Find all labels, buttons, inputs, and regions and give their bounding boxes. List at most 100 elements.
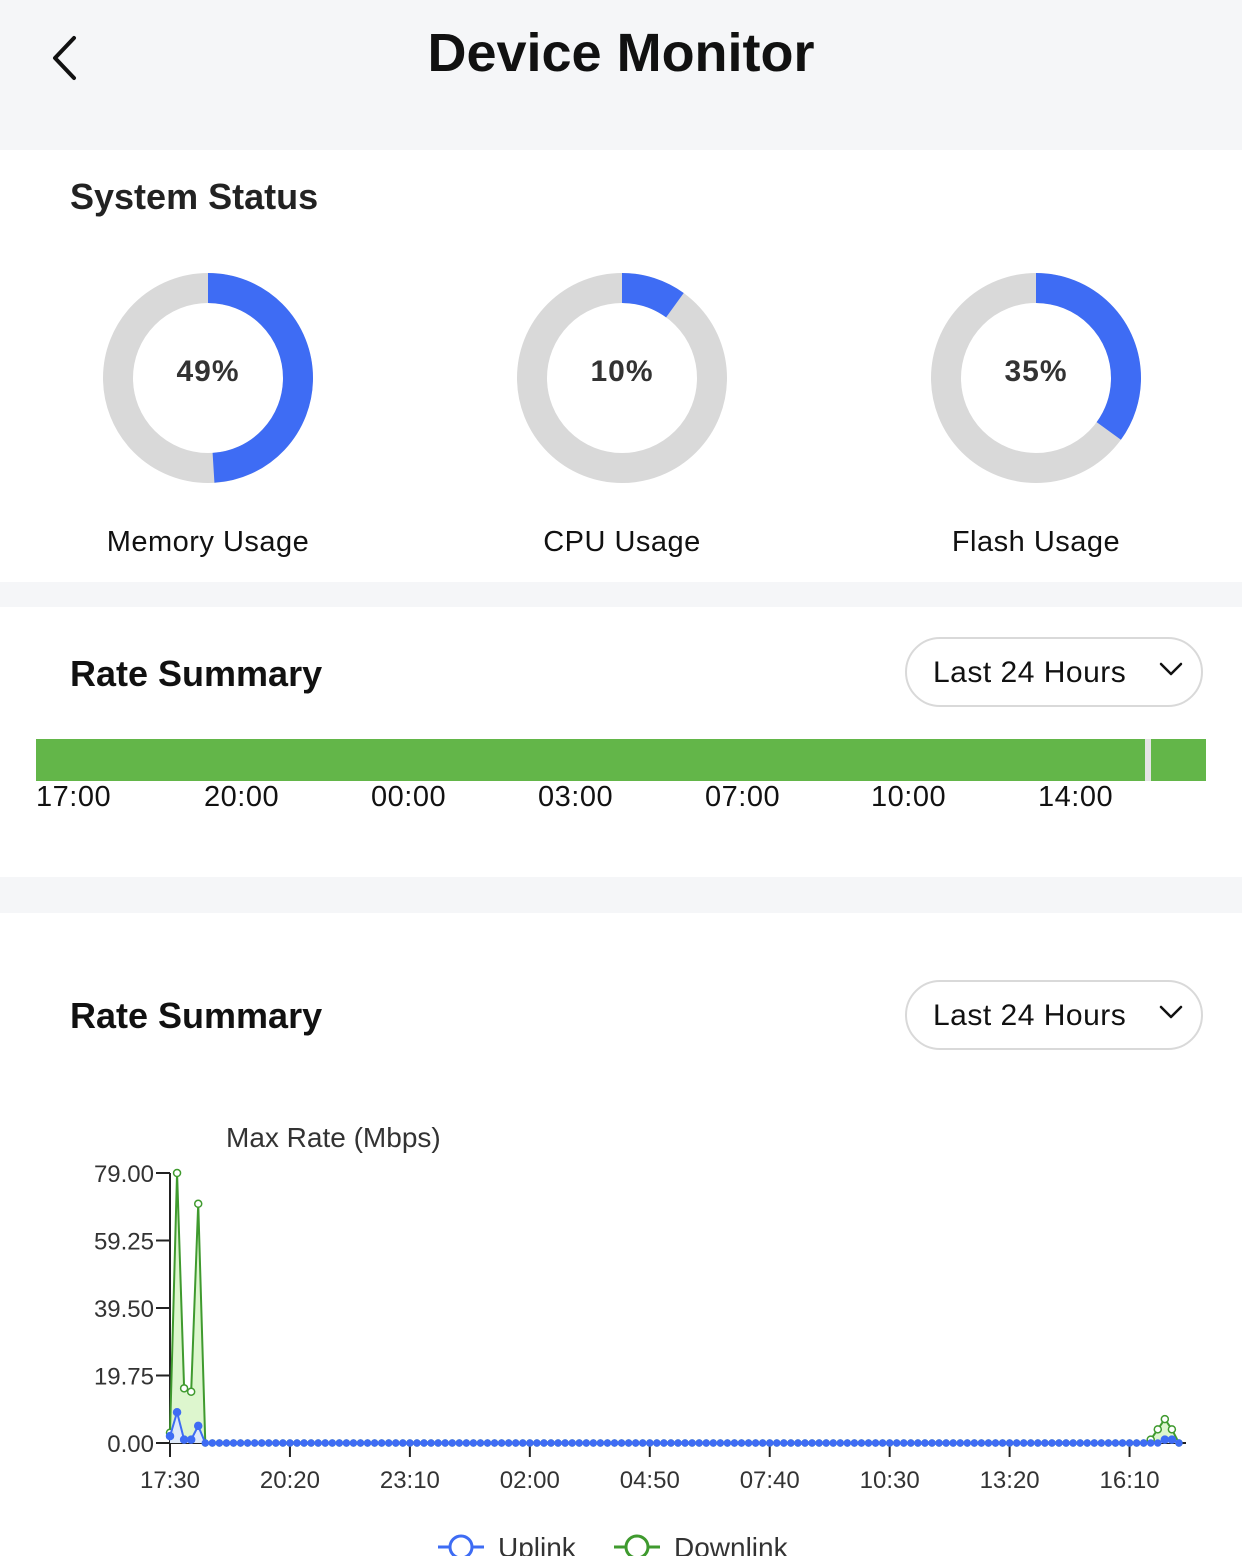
- downlink-legend-marker: [624, 1534, 650, 1556]
- status-bar-tick: 03:00: [538, 781, 614, 813]
- uplink-point: [737, 1439, 746, 1447]
- uplink-point: [504, 1439, 513, 1447]
- system-status-card: System Status 49% Memory Usage 10% CPU U…: [0, 150, 1242, 582]
- cpu-usage-gauge: 10%: [516, 272, 728, 484]
- uplink-point: [1104, 1439, 1113, 1447]
- rate-summary-chart-card: Rate Summary Last 24 Hours Max Rate (Mbp…: [0, 913, 1242, 1556]
- uplink-point: [1154, 1439, 1162, 1447]
- uplink-point: [1055, 1439, 1063, 1447]
- uplink-point: [928, 1439, 936, 1447]
- uplink-point: [519, 1439, 527, 1447]
- uplink-point: [554, 1439, 562, 1447]
- uplink-point: [406, 1439, 414, 1447]
- uplink-point: [349, 1439, 358, 1447]
- chevron-left-icon: [53, 36, 76, 80]
- uplink-point: [462, 1439, 471, 1447]
- uplink-point: [1146, 1439, 1155, 1447]
- chevron-down-icon: [1159, 662, 1183, 676]
- uplink-point: [963, 1439, 972, 1447]
- uplink-point: [321, 1439, 329, 1447]
- uplink-point: [265, 1439, 273, 1447]
- uplink-point: [596, 1439, 605, 1447]
- uplink-point: [751, 1439, 760, 1447]
- uplink-point: [1012, 1439, 1021, 1447]
- uplink-point: [1005, 1439, 1014, 1447]
- uplink-point: [335, 1439, 344, 1447]
- uplink-point: [808, 1439, 816, 1447]
- uplink-point: [476, 1439, 485, 1447]
- page-title: Device Monitor: [427, 23, 815, 83]
- downlink-point: [172, 1168, 182, 1178]
- uplink-area: [170, 1412, 1179, 1443]
- section-title-system-status: System Status: [70, 176, 319, 217]
- x-tick-label: 23:10: [380, 1467, 440, 1494]
- flash-usage-label: Flash Usage: [951, 526, 1121, 558]
- uplink-point: [977, 1439, 986, 1447]
- uplink-point: [638, 1439, 647, 1447]
- uplink-point: [222, 1439, 231, 1447]
- uplink-point: [1027, 1439, 1035, 1447]
- uplink-point: [949, 1439, 957, 1447]
- online-status-bar: [36, 739, 1206, 781]
- memory-usage-gauge: 49%: [102, 272, 314, 484]
- uplink-point: [1041, 1439, 1049, 1447]
- uplink-point: [561, 1439, 569, 1447]
- uplink-point: [208, 1439, 217, 1447]
- uplink-point: [921, 1439, 929, 1447]
- uplink-point: [533, 1439, 541, 1447]
- uplink-point: [1167, 1435, 1177, 1444]
- uplink-point: [1048, 1439, 1056, 1447]
- downlink-point: [1160, 1414, 1170, 1424]
- memory-usage-label: Memory Usage: [106, 526, 310, 558]
- uplink-point: [1132, 1439, 1141, 1447]
- uplink-point: [815, 1439, 823, 1447]
- y-tick-label: 79.00: [94, 1161, 154, 1188]
- cpu-usage-arc: [517, 273, 727, 483]
- uplink-point: [392, 1439, 400, 1447]
- uplink-point: [885, 1439, 894, 1447]
- top-bar: Device Monitor: [0, 0, 1242, 150]
- uplink-point: [822, 1439, 830, 1447]
- uplink-point: [186, 1435, 196, 1444]
- y-tick-label: 59.25: [94, 1229, 154, 1256]
- x-tick-label: 10:30: [860, 1467, 920, 1494]
- back-button[interactable]: [30, 22, 100, 94]
- section-title-rate-summary-chart: Rate Summary: [70, 995, 323, 1036]
- uplink-point: [1118, 1439, 1127, 1447]
- uplink-point: [723, 1439, 732, 1447]
- uplink-point: [836, 1439, 845, 1447]
- x-tick-label: 04:50: [620, 1467, 680, 1494]
- downlink-point: [186, 1387, 196, 1396]
- flash-usage-arc: [931, 273, 1141, 483]
- uplink-point: [1069, 1439, 1077, 1447]
- chart-time-range-value: Last 24 Hours: [933, 999, 1127, 1032]
- uplink-point: [172, 1407, 182, 1417]
- uplink-point: [413, 1439, 421, 1447]
- uplink-point: [568, 1439, 576, 1447]
- chart-time-range-dropdown[interactable]: Last 24 Hours: [905, 980, 1203, 1050]
- uplink-point: [165, 1431, 175, 1441]
- uplink-point: [250, 1439, 259, 1447]
- uplink-point: [744, 1439, 753, 1447]
- uplink-point: [434, 1439, 442, 1447]
- uplink-point: [681, 1439, 689, 1447]
- uplink-point: [1175, 1439, 1183, 1447]
- x-tick-label: 13:20: [980, 1467, 1040, 1494]
- uplink-point: [991, 1439, 1000, 1447]
- uplink-point: [603, 1439, 612, 1447]
- x-tick-label: 20:20: [260, 1467, 320, 1494]
- uplink-point: [758, 1439, 767, 1447]
- uplink-point: [843, 1439, 852, 1447]
- uplink-point: [547, 1439, 555, 1447]
- status-bar-tick: 07:00: [705, 781, 781, 813]
- time-range-dropdown[interactable]: Last 24 Hours: [905, 637, 1203, 707]
- uplink-point: [617, 1439, 626, 1447]
- uplink-point: [653, 1439, 661, 1447]
- section-title-rate-summary: Rate Summary: [70, 653, 323, 694]
- uplink-point: [272, 1439, 280, 1447]
- uplink-point: [624, 1439, 633, 1447]
- uplink-point: [243, 1439, 252, 1447]
- uplink-legend-label: Uplink: [498, 1532, 577, 1556]
- uplink-point: [801, 1439, 809, 1447]
- uplink-point: [794, 1439, 802, 1447]
